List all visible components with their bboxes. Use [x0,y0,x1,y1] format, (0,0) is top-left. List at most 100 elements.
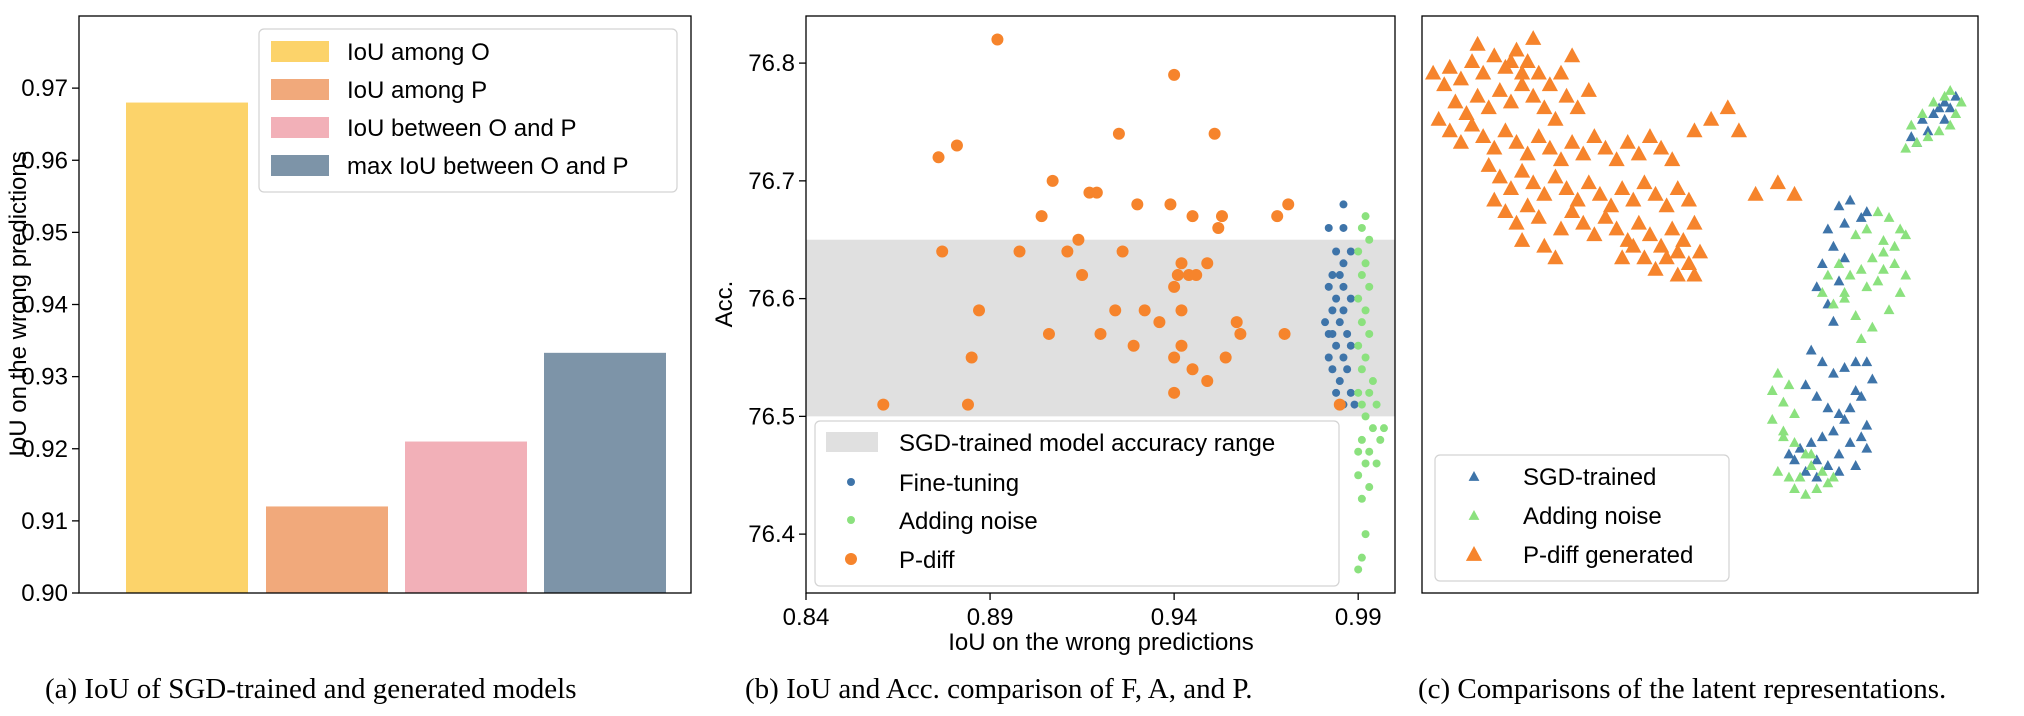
point-c-0-48 [1800,465,1812,476]
point-b-2-34 [1109,304,1122,317]
point-c-2-83 [1686,214,1703,230]
point-c-0-30 [1811,390,1823,401]
point-b-1-5 [1357,271,1366,280]
point-b-2-14 [1282,198,1295,211]
point-c-2-75 [1597,208,1614,224]
point-c-2-20 [1536,99,1553,115]
point-c-2-72 [1564,203,1581,219]
point-c-2-96 [1686,266,1703,282]
point-b-1-0 [1361,212,1370,221]
xtick-label-b-0: 0.84 [783,604,830,631]
point-c-1-57 [1800,488,1812,499]
point-c-2-79 [1641,226,1659,242]
point-b-1-28 [1365,483,1374,492]
point-b-1-7 [1354,294,1363,303]
point-c-0-35 [1866,373,1878,384]
point-c-2-54 [1558,180,1575,195]
point-c-2-13 [1458,105,1475,120]
point-c-1-36 [1866,321,1878,332]
point-c-2-8 [1508,41,1525,57]
point-c-0-53 [1861,442,1873,453]
point-c-2-47 [1480,157,1497,172]
point-c-2-64 [1669,180,1686,195]
ytick-label-a-4: 0.94 [21,292,68,319]
point-c-1-9 [1928,96,1939,107]
point-c-2-9 [1519,53,1536,69]
point-c-2-34 [1530,128,1547,144]
point-c-2-86 [1536,237,1553,253]
point-c-0-47 [1861,419,1873,430]
point-b-0-27 [1350,400,1359,409]
legend-label-a-3: max IoU between O and P [347,153,628,180]
point-c-2-38 [1575,145,1592,161]
point-c-0-42 [1811,454,1823,465]
ytick-label-b-0: 76.4 [748,521,795,548]
ytick-label-b-3: 76.7 [748,168,795,195]
point-c-2-87 [1547,249,1564,265]
point-c-0-38 [1828,425,1839,436]
legend-marker-c-1 [1468,510,1480,520]
point-b-0-14 [1335,318,1344,327]
point-b-2-45 [1168,386,1181,399]
point-c-2-52 [1536,185,1553,201]
point-b-1-16 [1365,388,1374,397]
point-c-2-17 [1502,93,1520,109]
point-b-0-2 [1339,223,1348,232]
point-b-2-37 [1127,339,1140,352]
point-c-1-59 [1766,385,1778,395]
point-b-1-4 [1361,259,1370,268]
point-c-2-26 [1441,122,1458,138]
legend-label-a-0: IoU among O [347,39,490,66]
point-c-1-7 [1944,85,1956,95]
point-c-2-16 [1491,82,1508,97]
point-c-2-3 [1452,70,1470,86]
point-c-1-0 [1955,96,1967,107]
point-c-2-100 [1730,122,1748,138]
point-c-0-8 [1939,113,1951,124]
point-c-2-60 [1625,191,1642,207]
point-c-2-74 [1586,226,1603,242]
point-b-2-23 [1201,257,1214,270]
point-c-2-57 [1591,185,1609,201]
point-c-0-9 [1905,131,1917,142]
point-c-0-23 [1805,344,1817,355]
point-c-2-24 [1580,82,1597,97]
point-b-0-17 [1332,341,1341,350]
point-b-2-25 [1076,269,1089,282]
point-c-2-37 [1564,133,1581,149]
point-c-2-33 [1519,145,1536,161]
point-c-2-49 [1502,180,1520,195]
point-b-0-7 [1324,282,1333,291]
point-c-2-69 [1519,197,1536,213]
point-c-2-91 [1647,260,1664,276]
point-c-1-60 [1805,448,1817,459]
point-c-1-46 [1789,436,1800,447]
point-c-0-43 [1822,460,1834,470]
point-c-2-89 [1625,237,1642,253]
point-c-2-95 [1669,266,1686,282]
point-c-2-0 [1425,64,1442,80]
point-c-2-73 [1575,214,1592,230]
point-c-1-27 [1822,269,1834,280]
point-b-1-19 [1361,412,1370,421]
point-c-1-33 [1894,286,1906,297]
point-c-0-39 [1816,431,1828,442]
point-b-1-32 [1354,565,1363,574]
point-b-2-6 [1046,174,1059,187]
point-c-0-4 [1944,102,1956,113]
point-c-1-5 [1911,136,1923,147]
point-c-1-42 [1778,396,1789,407]
point-c-2-97 [1769,174,1786,190]
point-c-0-5 [1922,125,1934,136]
point-b-1-10 [1365,329,1374,338]
point-c-0-0 [1917,113,1928,124]
point-c-2-93 [1680,255,1697,270]
point-c-1-15 [1878,235,1889,245]
point-b-0-11 [1328,306,1337,315]
point-c-0-37 [1839,413,1850,424]
point-c-2-66 [1486,191,1503,207]
point-c-2-70 [1530,208,1547,224]
point-c-0-36 [1850,385,1862,395]
point-c-2-23 [1569,99,1586,115]
legend-label-c-0: SGD-trained [1523,464,1656,491]
